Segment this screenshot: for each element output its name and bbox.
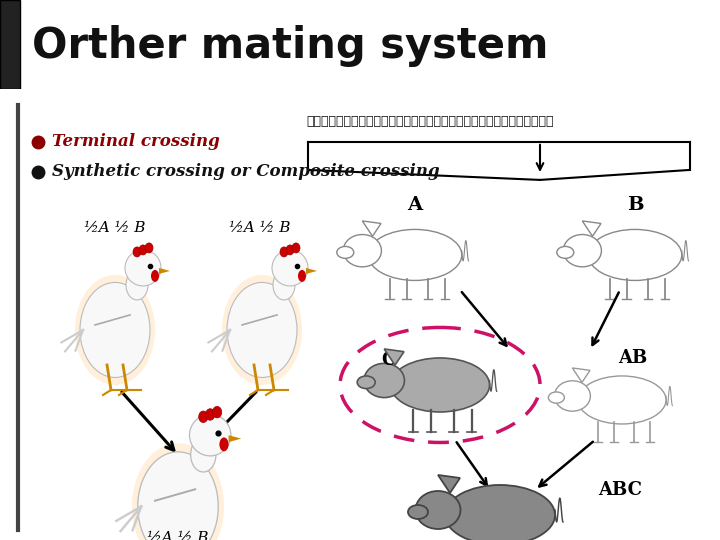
Ellipse shape [563, 234, 601, 267]
Text: Terminal crossing: Terminal crossing [52, 133, 220, 151]
Ellipse shape [292, 243, 300, 253]
Polygon shape [582, 221, 601, 236]
Ellipse shape [138, 452, 218, 540]
Polygon shape [229, 435, 241, 442]
Text: ใหความสำคํญทของสตว์สายพนธ์สุดท้าย: ใหความสำคํญทของสตว์สายพนธ์สุดท้าย [306, 116, 554, 129]
Ellipse shape [549, 392, 564, 403]
Ellipse shape [139, 245, 147, 255]
Ellipse shape [133, 247, 141, 257]
Ellipse shape [415, 491, 461, 529]
Ellipse shape [368, 230, 462, 280]
Ellipse shape [408, 505, 428, 519]
Text: C: C [381, 351, 395, 369]
Ellipse shape [151, 270, 159, 282]
Text: Orther mating system: Orther mating system [32, 25, 549, 68]
FancyBboxPatch shape [0, 0, 20, 89]
Ellipse shape [390, 358, 490, 412]
Circle shape [189, 415, 231, 456]
Polygon shape [159, 268, 170, 274]
Ellipse shape [212, 407, 222, 418]
Ellipse shape [227, 282, 297, 377]
Ellipse shape [206, 409, 215, 420]
Ellipse shape [343, 234, 382, 267]
Text: ½A ½ B: ½A ½ B [229, 221, 291, 235]
Polygon shape [306, 268, 317, 274]
Ellipse shape [286, 245, 294, 255]
Ellipse shape [191, 437, 216, 472]
Polygon shape [384, 349, 404, 365]
Text: A: A [408, 196, 423, 214]
Text: ½A ½ B: ½A ½ B [148, 531, 209, 540]
Ellipse shape [75, 275, 155, 385]
Ellipse shape [554, 381, 590, 411]
Polygon shape [362, 221, 381, 236]
Text: ABC: ABC [598, 481, 642, 499]
Text: AB: AB [618, 349, 647, 367]
Ellipse shape [588, 230, 682, 280]
Ellipse shape [273, 270, 295, 300]
Circle shape [125, 250, 161, 286]
Text: B: B [626, 196, 643, 214]
Circle shape [272, 250, 308, 286]
Ellipse shape [126, 270, 148, 300]
Polygon shape [438, 475, 460, 493]
Text: Synthetic crossing or Composite crossing: Synthetic crossing or Composite crossing [52, 164, 440, 180]
Ellipse shape [132, 443, 224, 540]
Text: ½A ½ B: ½A ½ B [84, 221, 145, 235]
Ellipse shape [337, 246, 354, 258]
Ellipse shape [145, 243, 153, 253]
Ellipse shape [280, 247, 288, 257]
Ellipse shape [298, 270, 306, 282]
Ellipse shape [578, 376, 666, 424]
Ellipse shape [557, 246, 574, 258]
Ellipse shape [220, 437, 229, 451]
Ellipse shape [222, 275, 302, 385]
Ellipse shape [364, 363, 405, 397]
Ellipse shape [445, 485, 555, 540]
Ellipse shape [357, 376, 375, 389]
Polygon shape [572, 368, 590, 382]
Ellipse shape [199, 411, 208, 422]
Ellipse shape [80, 282, 150, 377]
